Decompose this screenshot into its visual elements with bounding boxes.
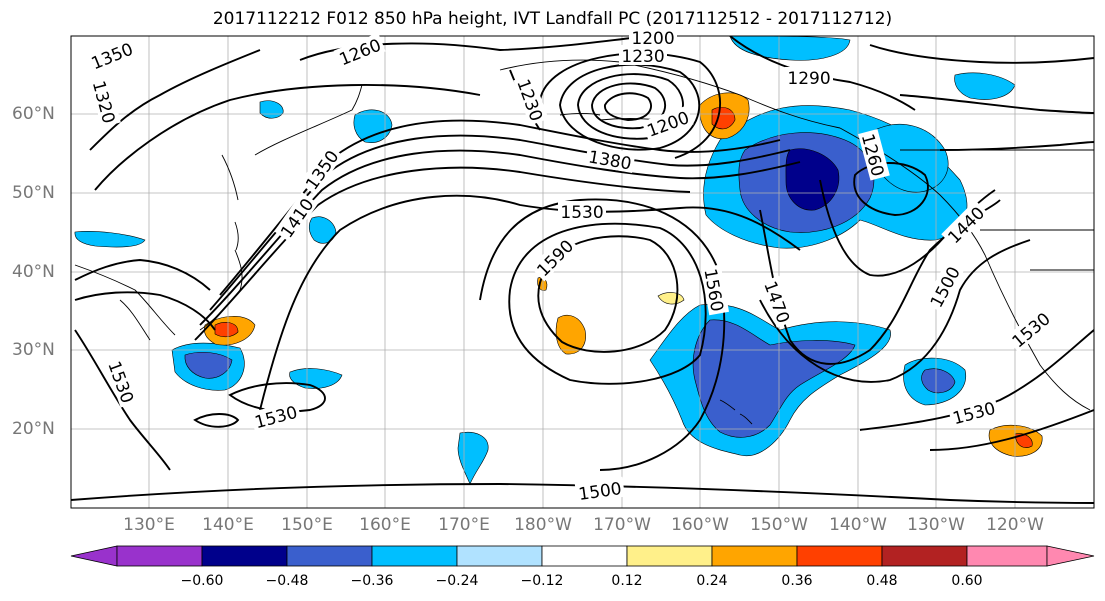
contour-label-12: 1530 (558, 201, 606, 223)
contour-1500 (759, 239, 1031, 383)
colorbar-extend-min (70, 545, 118, 567)
lon-tick-label: 150°E (281, 515, 333, 535)
colorbar-extend-max (1046, 545, 1095, 567)
shade-east-pacific-small-mid (921, 368, 956, 394)
contour-label-6: 1290 (785, 67, 833, 89)
contour-polar-low-4 (559, 63, 701, 151)
coast-kamchatka (254, 84, 363, 156)
contour-west-1 (89, 49, 261, 151)
contour-label-text: 1230 (621, 47, 664, 67)
contour-label-4: 1200 (629, 27, 677, 49)
contour-arc-1 (94, 84, 481, 191)
contour-label-1: 1350 (85, 36, 138, 74)
shade-subtropical-west-mid (184, 351, 233, 379)
shade-alaska-coast (874, 124, 949, 193)
colorbar-bin (456, 545, 543, 567)
colorbar-tick-label: 0.36 (781, 573, 813, 589)
coast-sakhalin (221, 154, 239, 201)
colorbar-bin (116, 545, 203, 567)
contour-label-5: 1230 (619, 45, 667, 67)
colorbar-bin (541, 545, 628, 567)
contour-1530-east (859, 329, 1094, 431)
contour-ne-1 (869, 44, 1094, 64)
shade-midpac-warm (555, 315, 586, 355)
colorbar-tick-label: 0.60 (951, 573, 983, 589)
contour-west-3 (74, 291, 216, 331)
ivt-negative-shading (74, 36, 1016, 485)
contour-1560 (508, 222, 707, 385)
colorbar (70, 545, 1095, 567)
shade-alaska-warm-core (711, 107, 736, 130)
contour-polar-low-5 (539, 52, 721, 159)
lat-tick-label: 50°N (12, 183, 55, 203)
contour-1530 (259, 194, 801, 411)
contour-polar-low-1 (604, 92, 653, 121)
shade-gulf-alaska-core (785, 148, 840, 211)
shade-japan-north (308, 216, 337, 244)
contour-ne-2 (899, 94, 1094, 114)
lat-tick-label: 40°N (12, 262, 55, 282)
coast-asia (74, 264, 176, 341)
colorbar-bin (966, 545, 1048, 567)
coast-alaska (499, 59, 841, 129)
lon-tick-label: 140°W (829, 515, 887, 535)
map-title: 2017112212 F012 850 hPa height, IVT Land… (212, 9, 893, 29)
colorbar-tick-label: −0.24 (435, 573, 479, 589)
colorbar-tick-label: −0.48 (265, 573, 309, 589)
contour-sw-closed (193, 413, 240, 428)
colorbar-tick-label: −0.60 (180, 573, 224, 589)
colorbar-bin (881, 545, 968, 567)
lon-tick-label: 140°E (202, 515, 254, 535)
gridlines (71, 36, 1094, 508)
map-frame (70, 35, 1095, 509)
colorbar-bin (286, 545, 373, 567)
colorbar-bin (626, 545, 713, 567)
contour-label-text: 1530 (560, 203, 603, 223)
lon-tick-label: 130°W (907, 515, 965, 535)
lat-tick-label: 20°N (12, 419, 55, 439)
colorbar-tick-label: 0.24 (696, 573, 728, 589)
lon-tick-label: 160°W (671, 515, 729, 535)
contour-1530-west (74, 329, 171, 471)
contour-label-14: 1560 (699, 264, 730, 316)
lat-tick-label: 60°N (12, 104, 55, 124)
lon-tick-label: 150°W (750, 515, 808, 535)
lat-tick-label: 30°N (12, 340, 55, 360)
contour-label-text: 1200 (631, 29, 674, 49)
contour-ne-3 (939, 141, 1094, 151)
coast-na-border (900, 149, 1094, 271)
contour-polar-low-2 (591, 82, 666, 130)
lon-tick-label: 130°E (123, 515, 175, 535)
shade-ne-corner (954, 72, 1016, 100)
colorbar-bin (371, 545, 458, 567)
lon-tick-label: 160°E (359, 515, 411, 535)
shade-central-pacific-mid (692, 319, 856, 438)
lon-tick-label: 120°W (986, 515, 1044, 535)
shade-japan-warm-core (214, 322, 239, 338)
colorbar-bin (711, 545, 798, 567)
contour-1590-high (537, 235, 679, 353)
colorbar-tick-label: −0.12 (520, 573, 564, 589)
lon-tick-label: 170°E (438, 515, 490, 535)
contour-jet-4 (194, 166, 691, 341)
shade-hawaii-south (457, 431, 489, 485)
colorbar-bin (796, 545, 883, 567)
contour-1290 (729, 36, 916, 111)
shade-kamchatka (353, 109, 393, 143)
colorbar-tick-label: 0.48 (866, 573, 898, 589)
coast-hawaii (719, 399, 753, 425)
lon-tick-label: 170°W (593, 515, 651, 535)
contour-1500-south (71, 483, 1094, 504)
contour-1560-east (929, 409, 1094, 451)
contour-label-20: 1530 (947, 396, 1000, 429)
colorbar-tick-label: 0.12 (611, 573, 643, 589)
colorbar-bin (201, 545, 288, 567)
lon-tick-label: 180°W (514, 515, 572, 535)
shade-west-edge (74, 231, 146, 248)
coast-na-west (839, 127, 1091, 411)
contour-label-text: 1290 (787, 69, 830, 89)
colorbar-tick-label: −0.36 (350, 573, 394, 589)
contour-west-2 (74, 259, 211, 291)
